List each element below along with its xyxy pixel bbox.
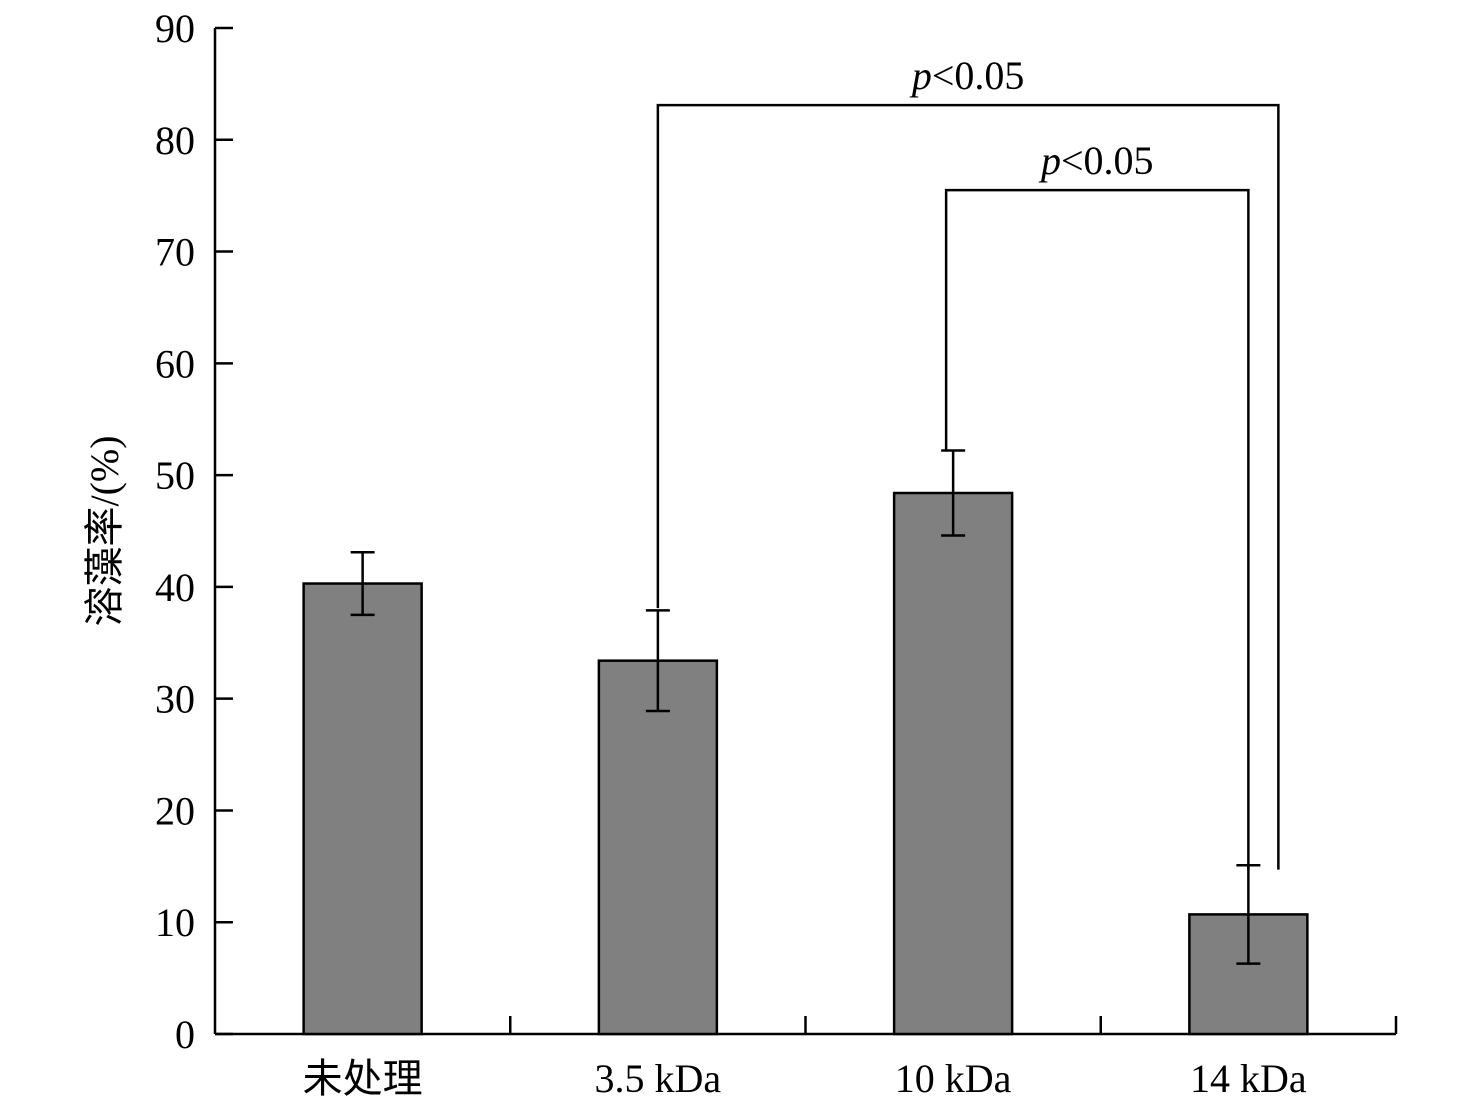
axes: 0 10 20 30 40 50 60 70 80 90 (155, 6, 1398, 1057)
y-tick-label: 10 (155, 900, 195, 945)
x-category-label: 14 kDa (1190, 1056, 1307, 1101)
y-axis-label: 溶藻率/(%) (82, 435, 127, 626)
x-category-label: 10 kDa (895, 1056, 1012, 1101)
p-threshold: <0.05 (932, 53, 1025, 98)
y-tick-label: 30 (155, 677, 195, 722)
p-symbol: p (909, 53, 932, 98)
x-category-label: 未处理 (303, 1056, 423, 1101)
y-tick-label: 50 (155, 453, 195, 498)
y-tick-label: 0 (175, 1012, 195, 1057)
p-symbol: p (1038, 138, 1061, 183)
p-threshold: <0.05 (1061, 138, 1154, 183)
y-tick-label: 60 (155, 341, 195, 386)
x-category-label: 3.5 kDa (595, 1056, 722, 1101)
y-tick-label: 40 (155, 565, 195, 610)
bar-0 (302, 582, 423, 1036)
bar-2 (892, 491, 1014, 1036)
p-value-label: p<0.05 (909, 53, 1025, 98)
y-tick-label: 80 (155, 118, 195, 163)
y-tick-label: 90 (155, 6, 195, 51)
significance-bracket (944, 188, 1250, 870)
significance-bracket (656, 103, 1280, 870)
bars (302, 491, 1309, 1036)
error-bars (350, 449, 1261, 965)
p-value-label: p<0.05 (1038, 138, 1154, 183)
bar-1 (597, 659, 719, 1036)
y-tick-label: 20 (155, 788, 195, 833)
significance-brackets: p<0.05p<0.05 (656, 53, 1280, 870)
labels: 未处理 3.5 kDa 10 kDa 14 kDa 溶藻率/(%) (82, 435, 1307, 1101)
y-tick-label: 70 (155, 230, 195, 275)
